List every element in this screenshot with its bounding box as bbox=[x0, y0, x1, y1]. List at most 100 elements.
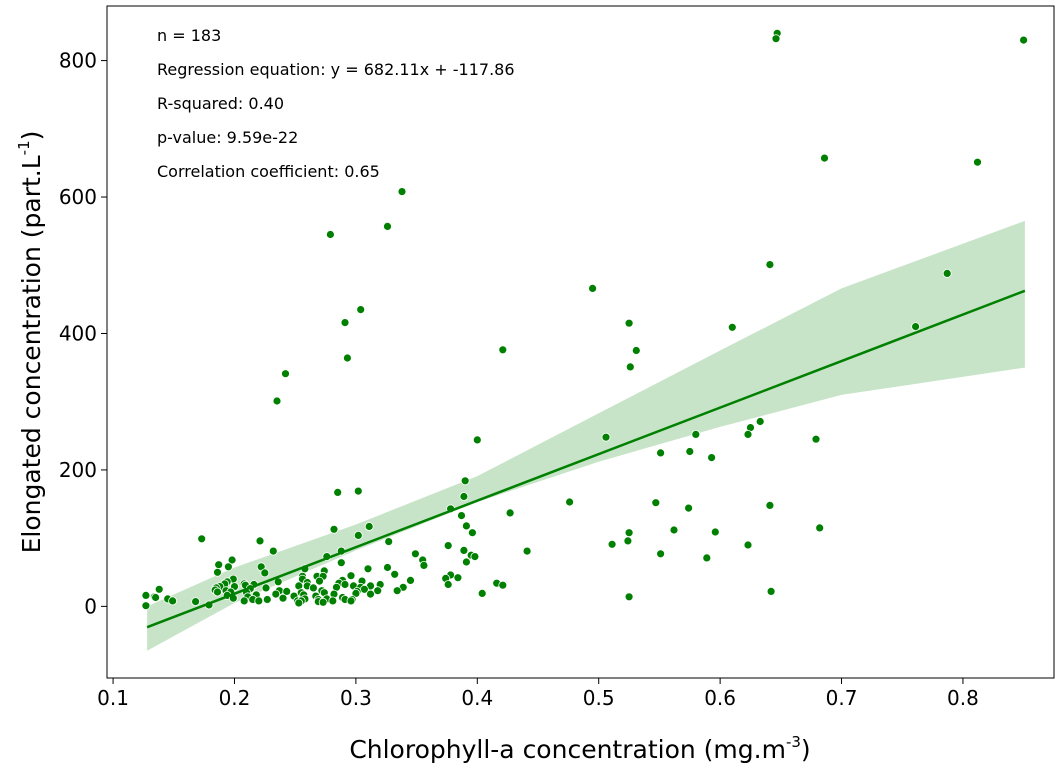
data-point bbox=[363, 564, 373, 574]
data-point bbox=[255, 536, 265, 546]
data-point bbox=[373, 586, 383, 596]
data-point bbox=[346, 596, 356, 606]
y-tick-label: 0 bbox=[84, 594, 97, 618]
x-tick-label: 0.8 bbox=[947, 686, 979, 710]
data-point bbox=[308, 583, 318, 593]
data-point bbox=[710, 527, 720, 537]
regression-line-path bbox=[146, 289, 1026, 629]
y-tick-label: 800 bbox=[59, 49, 97, 73]
data-point bbox=[472, 435, 482, 445]
data-point bbox=[743, 429, 753, 439]
data-point bbox=[346, 571, 356, 581]
data-point bbox=[271, 589, 281, 599]
y-tick-label: 600 bbox=[59, 185, 97, 209]
y-axis-title-tail: ) bbox=[17, 131, 46, 141]
data-point bbox=[467, 528, 477, 538]
data-point bbox=[685, 447, 695, 456]
y-tick-label: 400 bbox=[59, 321, 97, 345]
data-point bbox=[443, 580, 453, 589]
stats-annotations: n = 183 Regression equation: y = 682.11x … bbox=[157, 26, 515, 181]
data-point bbox=[631, 346, 641, 355]
data-point bbox=[624, 528, 634, 538]
data-point bbox=[460, 476, 470, 486]
data-point bbox=[342, 353, 352, 363]
data-point bbox=[625, 362, 635, 372]
data-point bbox=[443, 541, 453, 550]
data-point bbox=[168, 596, 178, 606]
data-point bbox=[154, 584, 164, 594]
data-point bbox=[328, 596, 338, 606]
stats-annotation: p-value: 9.59e-22 bbox=[157, 128, 298, 147]
data-point bbox=[364, 522, 374, 531]
x-tick-label: 0.1 bbox=[97, 686, 129, 710]
data-point bbox=[1019, 35, 1028, 45]
data-point bbox=[366, 589, 375, 599]
data-point bbox=[623, 536, 633, 546]
data-point bbox=[333, 487, 343, 497]
data-point bbox=[340, 580, 350, 589]
data-point bbox=[410, 549, 420, 559]
x-tick-label: 0.7 bbox=[826, 686, 858, 710]
data-point bbox=[197, 534, 207, 544]
data-point bbox=[318, 597, 328, 607]
x-axis-title: Chlorophyll-a concentration (mg.m-3) bbox=[349, 733, 810, 764]
data-point bbox=[268, 546, 278, 556]
data-point bbox=[329, 524, 339, 534]
data-point bbox=[691, 429, 701, 439]
data-point bbox=[214, 560, 224, 570]
data-point bbox=[651, 498, 661, 508]
x-axis: 0.1 0.2 0.3 0.4 0.5 0.6 0.7 0.8 bbox=[97, 678, 979, 710]
data-point bbox=[588, 283, 597, 293]
stats-annotation: Regression equation: y = 682.11x + -117.… bbox=[157, 60, 515, 79]
data-point bbox=[384, 537, 394, 546]
data-point bbox=[656, 549, 665, 559]
y-tick-label: 200 bbox=[59, 458, 97, 482]
data-point bbox=[340, 318, 350, 328]
data-point bbox=[390, 569, 400, 579]
regression-line bbox=[146, 289, 1026, 629]
data-point bbox=[505, 508, 515, 518]
data-point bbox=[498, 345, 508, 355]
x-tick-label: 0.6 bbox=[704, 686, 736, 710]
stats-annotation: R-squared: 0.40 bbox=[157, 94, 284, 113]
data-point bbox=[406, 576, 415, 585]
stats-annotation: Correlation coefficient: 0.65 bbox=[157, 162, 380, 181]
data-point bbox=[325, 230, 335, 239]
data-point bbox=[727, 322, 737, 332]
data-point bbox=[766, 587, 776, 596]
data-point bbox=[815, 523, 825, 533]
data-point bbox=[624, 592, 634, 602]
data-point bbox=[942, 268, 952, 278]
x-tick-label: 0.3 bbox=[340, 686, 372, 710]
data-point bbox=[141, 591, 151, 600]
data-point bbox=[282, 587, 292, 596]
x-axis-title-tail: ) bbox=[801, 735, 811, 764]
data-point bbox=[191, 597, 201, 606]
x-tick-label: 0.2 bbox=[219, 686, 251, 710]
data-point bbox=[419, 561, 429, 570]
data-point bbox=[254, 596, 264, 606]
data-point bbox=[453, 573, 463, 583]
data-point bbox=[141, 601, 151, 611]
data-point bbox=[684, 503, 693, 513]
y-axis-title-main: Elongated concentration (part.L bbox=[17, 155, 46, 553]
stats-annotation: n = 183 bbox=[157, 26, 221, 45]
data-point bbox=[656, 448, 665, 458]
data-point bbox=[315, 576, 324, 586]
data-point bbox=[743, 540, 753, 550]
data-point bbox=[607, 539, 617, 549]
data-point bbox=[278, 593, 288, 603]
data-point bbox=[353, 486, 363, 496]
data-point bbox=[261, 583, 271, 593]
data-point bbox=[755, 417, 765, 426]
data-point bbox=[262, 595, 272, 604]
data-point bbox=[461, 521, 471, 531]
data-point bbox=[336, 558, 346, 568]
data-point bbox=[765, 500, 775, 510]
data-point bbox=[356, 305, 366, 315]
data-point bbox=[383, 221, 392, 231]
data-point bbox=[624, 318, 634, 328]
data-point bbox=[911, 322, 920, 332]
data-point bbox=[281, 369, 290, 379]
data-point bbox=[669, 525, 679, 535]
